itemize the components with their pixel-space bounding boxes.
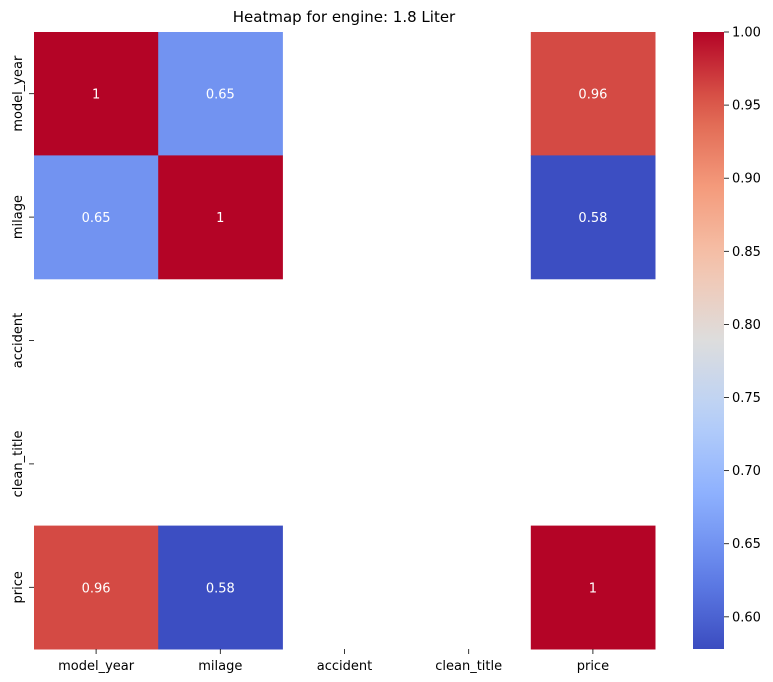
x-tick-label: accident	[317, 659, 372, 674]
cell-annotation: 0.65	[82, 211, 111, 226]
heatmap-cell	[34, 155, 159, 280]
cell-annotation: 0.96	[82, 581, 111, 596]
cell-annotation: 1	[216, 211, 224, 226]
colorbar-tick-label: 0.95	[732, 99, 761, 114]
chart-title: Heatmap for engine: 1.8 Liter	[233, 8, 456, 26]
heatmap-cell	[158, 32, 283, 156]
cell-annotation: 1	[589, 581, 597, 596]
cell-annotation: 0.96	[578, 88, 607, 103]
x-tick-label: milage	[198, 659, 242, 674]
cell-annotation: 0.58	[206, 581, 235, 596]
x-tick-label: model_year	[58, 659, 135, 674]
cell-annotation: 1	[92, 88, 100, 103]
x-tick-label: clean_title	[435, 659, 502, 674]
cell-annotation: 0.65	[206, 88, 235, 103]
heatmap-cell	[530, 32, 656, 156]
colorbar-tick-label: 0.60	[732, 610, 761, 625]
y-tick-label: accident	[11, 313, 26, 368]
y-tick-label: milage	[11, 195, 26, 239]
heatmap-cell	[530, 155, 656, 280]
heatmap-cell	[158, 155, 283, 280]
colorbar-tick-label: 0.65	[732, 537, 761, 552]
heatmap-cell	[530, 525, 656, 650]
colorbar-tick-label: 0.70	[732, 464, 761, 479]
colorbar-tick-label: 0.80	[732, 318, 761, 333]
y-tick-label: model_year	[11, 55, 26, 132]
y-tick-label: clean_title	[11, 430, 26, 497]
colorbar-tick-label: 1.00	[732, 26, 761, 41]
colorbar-tick-label: 0.90	[732, 172, 761, 187]
heatmap-cell	[34, 32, 159, 156]
colorbar-tick-label: 0.85	[732, 245, 761, 260]
x-tick-label: price	[577, 659, 609, 674]
heatmap-cell	[158, 525, 283, 650]
y-tick-label: price	[11, 571, 26, 603]
colorbar-tick-label: 0.75	[732, 391, 761, 406]
colorbar	[693, 32, 724, 649]
cell-annotation: 0.58	[578, 211, 607, 226]
heatmap-cell	[34, 525, 159, 650]
